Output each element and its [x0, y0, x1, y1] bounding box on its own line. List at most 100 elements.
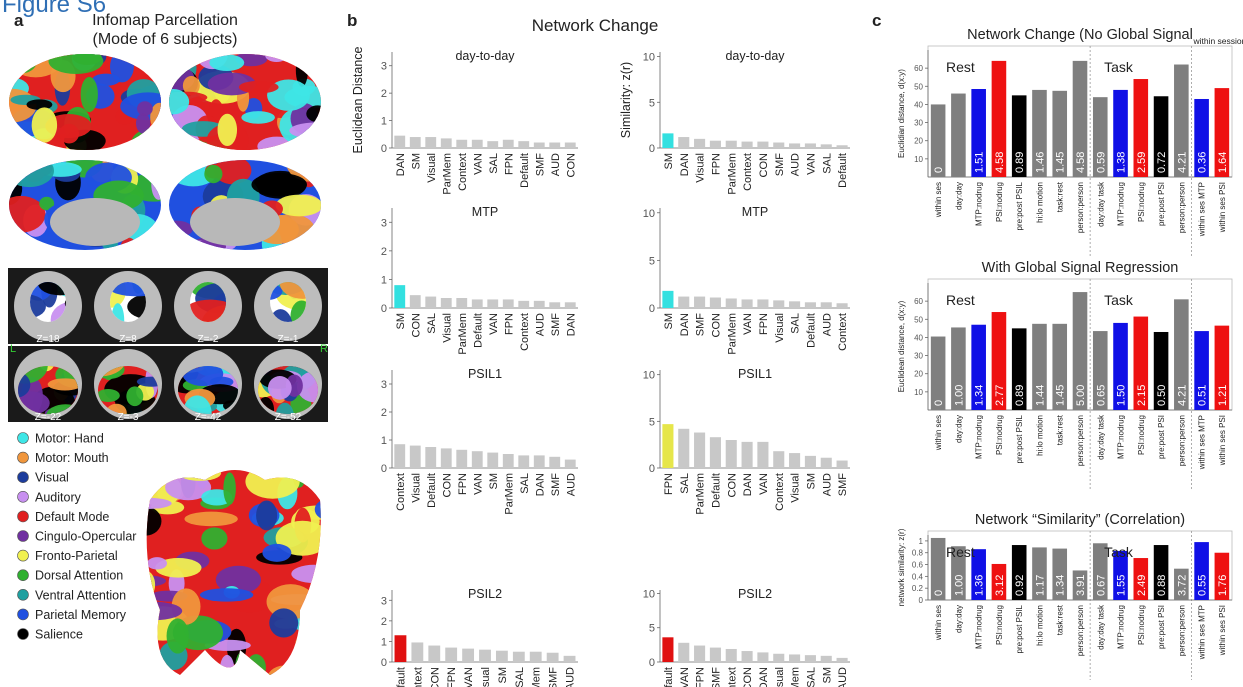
panel-letter: a	[14, 11, 24, 30]
bar	[479, 649, 491, 662]
bar-inner-label: 1.38	[1116, 152, 1128, 173]
y-tick-label: 2	[381, 616, 387, 628]
bar	[440, 138, 452, 148]
legend-swatch	[17, 490, 29, 503]
x-tick-label: Visual	[410, 473, 422, 503]
brain-image	[146, 470, 321, 675]
brain-region	[151, 167, 161, 200]
x-tick-label: SMF	[695, 313, 707, 337]
y-axis-label: Euclidian distance, d(x:y)	[897, 69, 906, 158]
x-tick-label: Visual	[426, 153, 438, 183]
x-tick-label: day:day	[954, 605, 963, 633]
bar	[1092, 331, 1108, 410]
brain-region	[245, 470, 300, 499]
bar-inner-label: 1.76	[1217, 575, 1229, 596]
bar	[773, 451, 785, 468]
bar	[991, 60, 1007, 178]
bar-inner-label: 0.89	[1014, 385, 1026, 406]
bar	[1072, 570, 1088, 600]
x-tick-label: MTP:nodrug	[975, 605, 984, 649]
bar	[1133, 316, 1149, 410]
brain-region	[306, 105, 321, 123]
bar	[991, 312, 1007, 410]
brain-region	[14, 54, 54, 61]
x-tick-label: pre:post PSI	[1157, 605, 1166, 649]
bar	[789, 453, 801, 468]
bar-inner-label: 1.46	[1034, 152, 1046, 173]
bar	[804, 143, 816, 148]
bar	[951, 93, 966, 177]
x-tick-label: Default	[472, 313, 484, 348]
x-tick-label: Default	[710, 473, 722, 508]
bar	[549, 456, 561, 468]
brain-region	[265, 54, 288, 62]
x-tick-label: SM	[488, 473, 500, 490]
chart-title: PSIL2	[738, 587, 772, 601]
brain-region	[313, 632, 321, 661]
x-tick-label: CON	[441, 473, 453, 498]
x-tick-label: ParMem	[457, 313, 469, 355]
bar	[930, 104, 946, 177]
x-tick-label: hi:lo motion	[1035, 605, 1044, 646]
slice-label: Z=-2	[198, 334, 219, 345]
y-axis-label: network similarity: z(r)	[897, 528, 906, 606]
x-tick-label: within ses MTP	[1198, 415, 1207, 470]
brain-region	[146, 497, 172, 509]
bar	[456, 449, 468, 468]
brain-region	[238, 80, 279, 94]
bar	[930, 336, 946, 410]
y-tick-label: 2	[381, 246, 387, 258]
x-tick-label: FPN	[695, 667, 707, 687]
bar-inner-label: 1.55	[1116, 575, 1128, 596]
x-tick-label: MTP:nodrug	[1117, 605, 1126, 649]
legend-swatch	[17, 628, 29, 640]
x-tick-label: DAN	[395, 153, 407, 176]
bar	[394, 135, 406, 148]
x-tick-label: person:person	[1177, 605, 1186, 656]
x-tick-label: SM	[410, 153, 422, 170]
y-tick-label: 2	[381, 88, 387, 100]
brain-region	[256, 500, 278, 531]
bar-inner-label: 4.21	[1176, 385, 1188, 406]
x-tick-label: SAL	[426, 313, 438, 334]
brain-region	[146, 575, 166, 587]
brain-region	[166, 618, 189, 654]
bar	[546, 652, 559, 662]
x-tick-label: FPN	[710, 153, 722, 175]
bar	[804, 455, 816, 468]
brain-region	[201, 527, 228, 550]
x-tick-label: hi:lo motion	[1035, 182, 1044, 223]
bar	[741, 299, 753, 308]
bar	[1092, 543, 1108, 600]
brain-region	[241, 111, 275, 124]
bar-inner-label: 0.89	[1014, 152, 1026, 173]
y-tick-label: 3	[381, 61, 387, 73]
bar-inner-label: 2.59	[1136, 152, 1148, 173]
bar	[471, 139, 483, 148]
x-tick-label: VAN	[463, 667, 475, 687]
brain-region	[314, 498, 321, 521]
annotation: Task	[1104, 59, 1134, 75]
brain-region	[184, 511, 238, 527]
x-tick-label: MTP:nodrug	[1117, 415, 1126, 459]
bar	[820, 655, 832, 662]
legend-swatch	[17, 569, 29, 582]
bar	[971, 549, 986, 600]
brain-region	[150, 102, 161, 132]
x-tick-label: CON	[742, 667, 754, 687]
bar-inner-label: 1.21	[1217, 385, 1229, 406]
brain-region	[39, 196, 55, 211]
brain-region	[182, 75, 200, 96]
bar	[1153, 96, 1169, 177]
bar	[1113, 89, 1128, 177]
bar	[741, 141, 753, 148]
brain-region	[131, 127, 161, 150]
brain-region	[9, 54, 38, 74]
x-tick-label: SAL	[488, 153, 500, 174]
legend-label: Visual	[35, 471, 69, 485]
y-tick-label: 0.4	[912, 572, 924, 581]
bar	[1153, 545, 1169, 600]
bar	[678, 296, 690, 308]
y-tick-label: 3	[381, 217, 387, 229]
chart-title: day-to-day	[455, 49, 515, 63]
